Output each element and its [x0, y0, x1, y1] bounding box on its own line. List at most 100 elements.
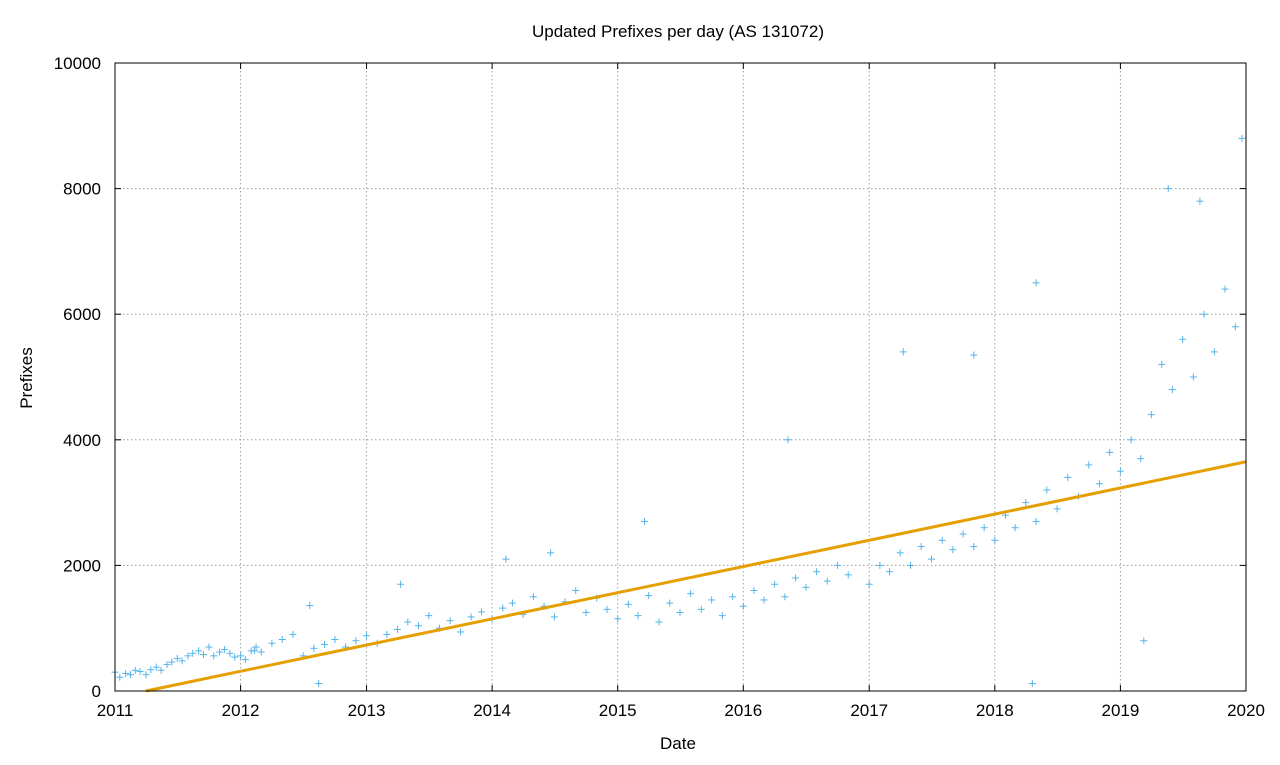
- scatter-point: [1140, 637, 1148, 645]
- scatter-point: [1221, 285, 1229, 293]
- scatter-point: [1095, 480, 1103, 488]
- scatter-point: [189, 649, 197, 657]
- scatter-point: [802, 583, 810, 591]
- scatter-point: [1053, 505, 1061, 513]
- scatter-point: [823, 577, 831, 585]
- scatter-point: [949, 546, 957, 554]
- x-tick-label: 2020: [1227, 701, 1265, 720]
- scatter-point: [614, 615, 622, 623]
- scatter-point: [813, 568, 821, 576]
- scatter-point: [152, 663, 160, 671]
- scatter-point: [195, 647, 203, 655]
- scatter-point: [1231, 323, 1239, 331]
- x-tick-label: 2012: [222, 701, 260, 720]
- scatter-point: [199, 651, 207, 659]
- scatter-point: [1179, 335, 1187, 343]
- scatter-point: [278, 636, 286, 644]
- scatter-point: [529, 593, 537, 601]
- scatter-point: [1032, 279, 1040, 287]
- scatter-point: [582, 609, 590, 616]
- scatter-point: [1011, 524, 1019, 532]
- x-tick-label: 2014: [473, 701, 511, 720]
- scatter-point: [268, 639, 276, 647]
- scatter-point: [252, 643, 260, 651]
- x-tick-label: 2016: [724, 701, 762, 720]
- scatter-point: [184, 652, 192, 660]
- scatter-point: [1064, 473, 1072, 481]
- scatter-point: [572, 587, 580, 595]
- scatter-point: [216, 648, 224, 656]
- x-tick-label: 2017: [850, 701, 888, 720]
- scatter-point: [126, 671, 134, 679]
- scatter-point: [970, 351, 978, 359]
- scatter-point: [397, 580, 405, 588]
- scatter-point: [241, 656, 249, 664]
- scatter-point: [352, 637, 360, 645]
- scatter-point: [383, 630, 391, 638]
- scatter-point: [641, 517, 649, 525]
- scatter-point: [250, 647, 258, 655]
- scatter-point: [865, 580, 873, 588]
- scatter-point: [142, 671, 150, 679]
- scatter-point: [1127, 436, 1135, 444]
- scatter-point: [1028, 679, 1036, 687]
- scatter-point: [467, 613, 475, 621]
- scatter-point: [502, 555, 510, 563]
- y-tick-label: 0: [92, 682, 101, 701]
- scatter-point: [634, 612, 642, 620]
- scatter-point: [739, 602, 747, 610]
- scatter-point: [917, 543, 925, 551]
- scatter-point: [676, 609, 684, 616]
- scatter-point: [321, 641, 329, 649]
- scatter-point: [477, 608, 485, 616]
- scatter-point: [1158, 360, 1166, 368]
- scatter-point: [363, 632, 371, 640]
- scatter-point: [784, 436, 792, 444]
- scatter-point: [645, 592, 653, 600]
- scatter-point: [446, 617, 454, 625]
- trend-line: [145, 460, 1247, 693]
- scatter-point: [315, 679, 323, 687]
- scatter-point: [226, 649, 234, 657]
- scatter-point: [1022, 499, 1030, 507]
- scatter-point: [306, 602, 314, 610]
- scatter-point: [896, 549, 904, 557]
- scatter-point: [792, 574, 800, 582]
- scatter-point: [1106, 448, 1114, 456]
- scatter-point: [760, 596, 768, 604]
- scatter-point: [980, 524, 988, 532]
- scatter-point: [425, 612, 433, 620]
- scatter-point: [220, 646, 228, 654]
- scatter-point: [938, 536, 946, 544]
- scatter-point: [771, 580, 779, 588]
- scatter-point: [289, 630, 297, 638]
- scatter-point: [237, 652, 245, 660]
- scatter-point: [210, 652, 218, 660]
- scatter-point: [603, 605, 611, 613]
- scatter-point: [331, 636, 339, 644]
- scatter-point: [1164, 185, 1172, 193]
- scatter-point: [970, 543, 978, 551]
- scatter-point: [1210, 348, 1218, 356]
- scatter-point: [168, 658, 176, 666]
- scatter-point: [1116, 467, 1124, 475]
- scatter-point: [1085, 461, 1093, 469]
- x-tick-label: 2015: [599, 701, 637, 720]
- scatter-point: [697, 605, 705, 613]
- scatter-point: [1043, 486, 1051, 494]
- y-axis-label: Prefixes: [17, 347, 36, 408]
- scatter-point: [547, 549, 555, 557]
- y-tick-label: 2000: [63, 556, 101, 575]
- y-tick-label: 4000: [63, 431, 101, 450]
- scatter-point: [729, 593, 737, 601]
- scatter-point: [231, 653, 239, 661]
- scatter-point: [624, 600, 632, 608]
- plot-frame: [114, 62, 1247, 692]
- scatter-point: [456, 628, 464, 636]
- scatter-point: [157, 666, 165, 674]
- scatter-point: [718, 612, 726, 620]
- scatter-series: [111, 134, 1246, 687]
- x-axis-label: Date: [660, 734, 696, 753]
